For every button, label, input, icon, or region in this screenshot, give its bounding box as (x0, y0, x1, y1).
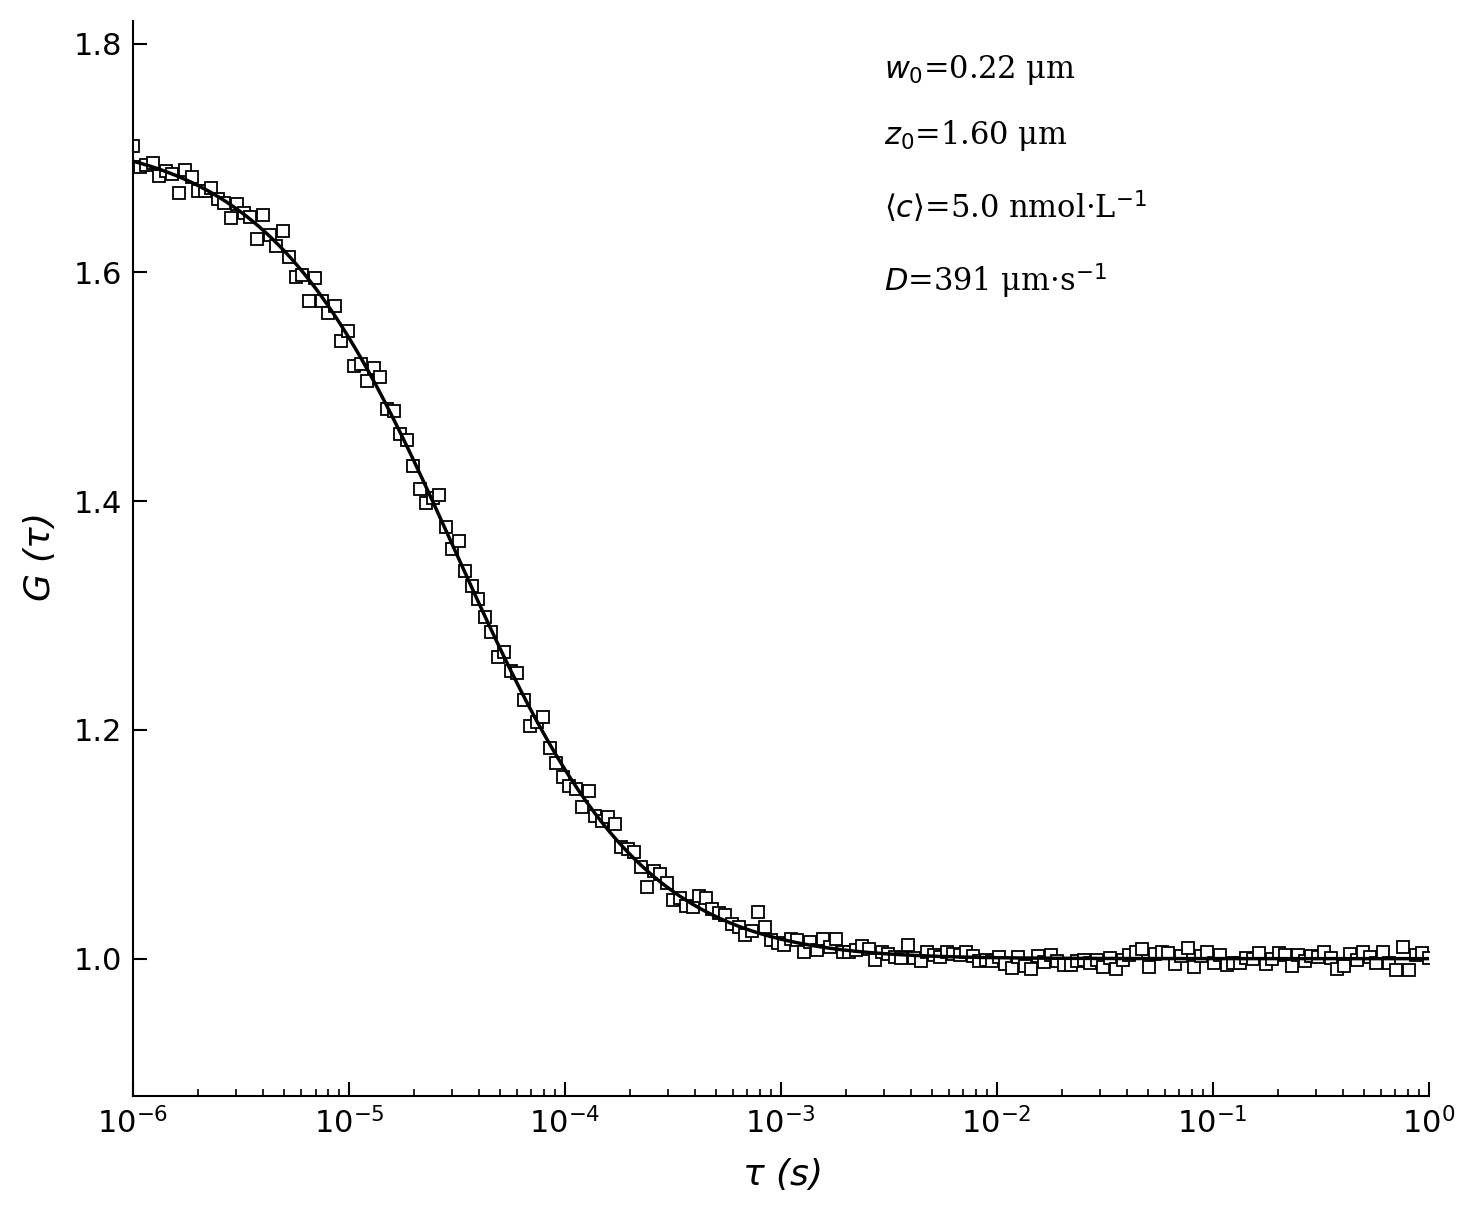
Text: $w_0$=0.22 μm
$z_0$=1.60 μm
$\langle c\rangle$=5.0 nmol·L$^{-1}$
$D$=391 μm·s$^{: $w_0$=0.22 μm $z_0$=1.60 μm $\langle c\r… (884, 53, 1147, 301)
X-axis label: $\tau$ (s): $\tau$ (s) (741, 1156, 821, 1192)
Y-axis label: $G$ ($\tau$): $G$ ($\tau$) (21, 514, 58, 602)
